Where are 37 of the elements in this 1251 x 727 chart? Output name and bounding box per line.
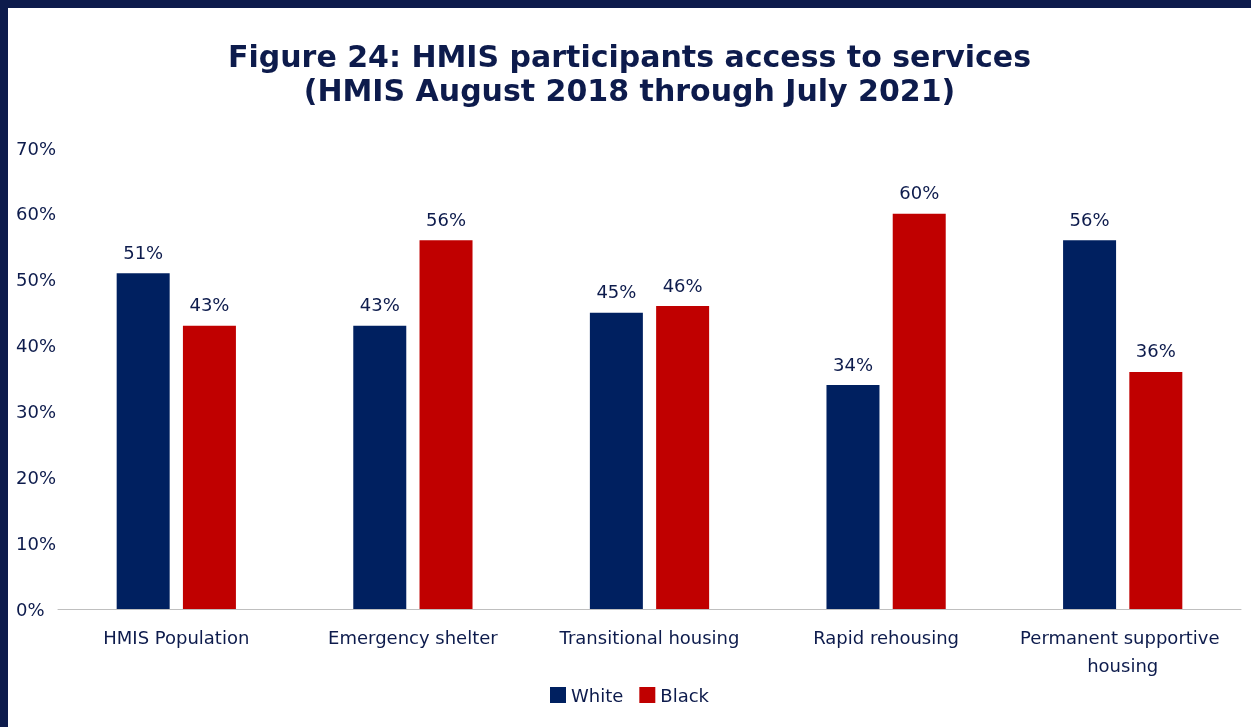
y-tick-label: 30%	[16, 400, 57, 422]
y-tick-label: 60%	[16, 203, 57, 225]
y-tick-label: 0%	[16, 598, 45, 620]
bar	[1063, 240, 1117, 609]
x-tick-label: HMIS Population	[103, 626, 250, 648]
data-label: 36%	[1135, 340, 1176, 362]
legend-label: Black	[660, 684, 710, 706]
y-tick-label: 50%	[16, 269, 57, 291]
bar	[1129, 371, 1183, 609]
data-label: 43%	[189, 294, 230, 316]
bar	[353, 325, 407, 609]
bar	[656, 306, 710, 609]
chart-title: Figure 24: HMIS participants access to services	[227, 38, 1032, 74]
data-label: 46%	[662, 274, 703, 296]
y-tick-label: 10%	[16, 532, 57, 554]
x-tick-label: Permanent supportive housing	[1020, 626, 1226, 676]
bar	[826, 385, 880, 609]
bar	[182, 325, 236, 609]
bar	[589, 312, 643, 609]
x-tick-label: Emergency shelter	[328, 626, 499, 648]
x-tick-label: Transitional housing	[558, 626, 740, 648]
data-label: 56%	[1069, 208, 1110, 230]
data-label: 34%	[832, 353, 873, 375]
x-tick-label: Rapid rehousing	[813, 626, 960, 648]
bar	[116, 273, 170, 609]
chart-subtitle: (HMIS August 2018 through July 2021)	[303, 72, 956, 108]
y-tick-label: 20%	[16, 466, 57, 488]
data-label: 45%	[596, 281, 637, 303]
y-tick-label: 40%	[16, 335, 57, 357]
data-label: 56%	[426, 208, 467, 230]
legend-label: White	[570, 684, 624, 706]
bar	[419, 240, 473, 609]
data-label: 60%	[899, 182, 940, 204]
y-tick-label: 70%	[16, 137, 57, 159]
data-label: 51%	[123, 241, 164, 263]
data-label: 43%	[359, 294, 400, 316]
bar	[892, 213, 946, 609]
